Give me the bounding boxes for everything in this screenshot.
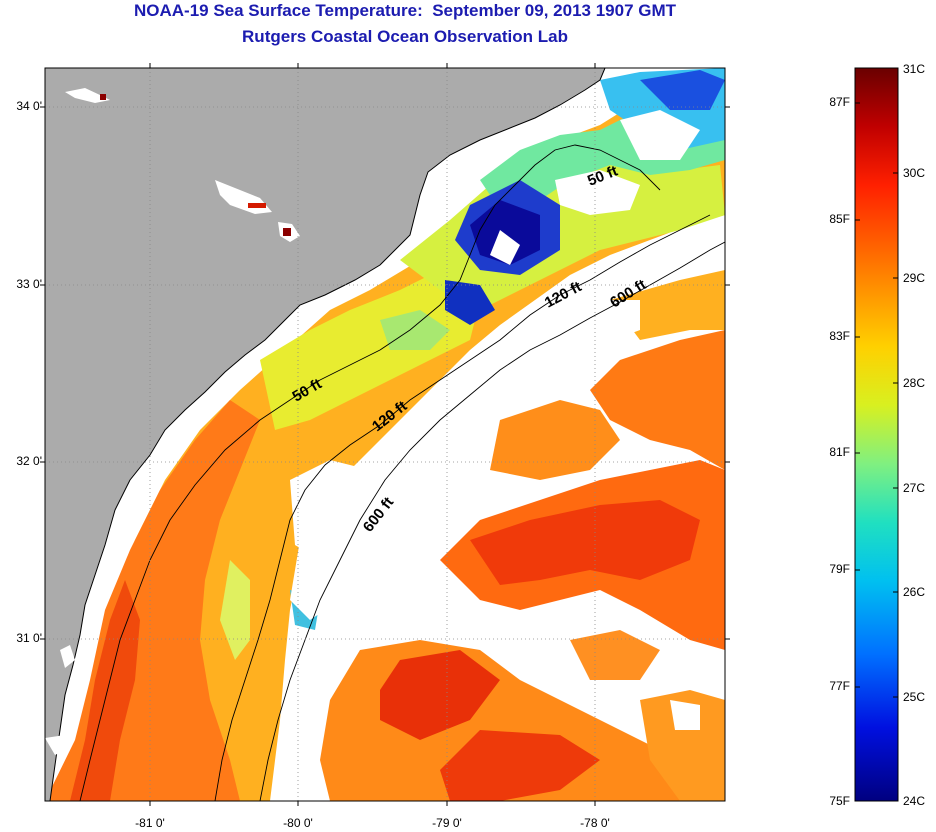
lat-tick-label: 34 0' — [16, 99, 42, 113]
cloud-gaps — [290, 110, 700, 730]
map-title: NOAA-19 Sea Surface Temperature: Septemb… — [133, 1, 677, 20]
colorbar-c-label: 29C — [903, 271, 926, 285]
colorbar-f-label: 79F — [829, 562, 850, 576]
colorbar-c-label: 28C — [903, 376, 926, 390]
lat-tick-label: 32 0' — [16, 454, 42, 468]
colorbar-c-label: 26C — [903, 585, 926, 599]
colorbar-c-label: 27C — [903, 481, 926, 495]
colorbar — [854, 67, 899, 802]
inland-lakes — [45, 88, 300, 755]
map-frame — [44, 67, 726, 802]
colorbar-c-label: 31C — [903, 62, 926, 76]
lat-tick-label: 31 0' — [16, 631, 42, 645]
axis-ticks — [40, 63, 730, 806]
colorbar-c-label: 24C — [903, 794, 926, 808]
colorbar-c-label: 30C — [903, 166, 926, 180]
colorbar-f-label: 81F — [829, 445, 850, 459]
lon-tick-label: -81 0' — [135, 816, 165, 830]
isobath-600ft — [259, 241, 725, 801]
isobath-50ft — [79, 144, 661, 801]
lon-tick-label: -80 0' — [283, 816, 313, 830]
colorbar-c-label: 25C — [903, 690, 926, 704]
isobath-120ft — [214, 214, 711, 801]
land-mass — [45, 68, 605, 801]
coastline — [49, 68, 606, 801]
colorbar-ticks — [855, 102, 898, 698]
colorbar-f-label: 83F — [829, 329, 850, 343]
colorbar-f-label: 85F — [829, 212, 850, 226]
graticule — [45, 68, 725, 801]
sst-shelf — [45, 68, 725, 801]
sst-offshore-warm — [320, 270, 725, 801]
map-subtitle: Rutgers Coastal Ocean Observation Lab — [242, 27, 568, 46]
colorbar-f-label: 77F — [829, 679, 850, 693]
lon-tick-label: -78 0' — [580, 816, 610, 830]
lat-tick-label: 33 0' — [16, 277, 42, 291]
lon-tick-label: -79 0' — [432, 816, 462, 830]
colorbar-f-label: 75F — [829, 794, 850, 808]
colorbar-f-label: 87F — [829, 95, 850, 109]
